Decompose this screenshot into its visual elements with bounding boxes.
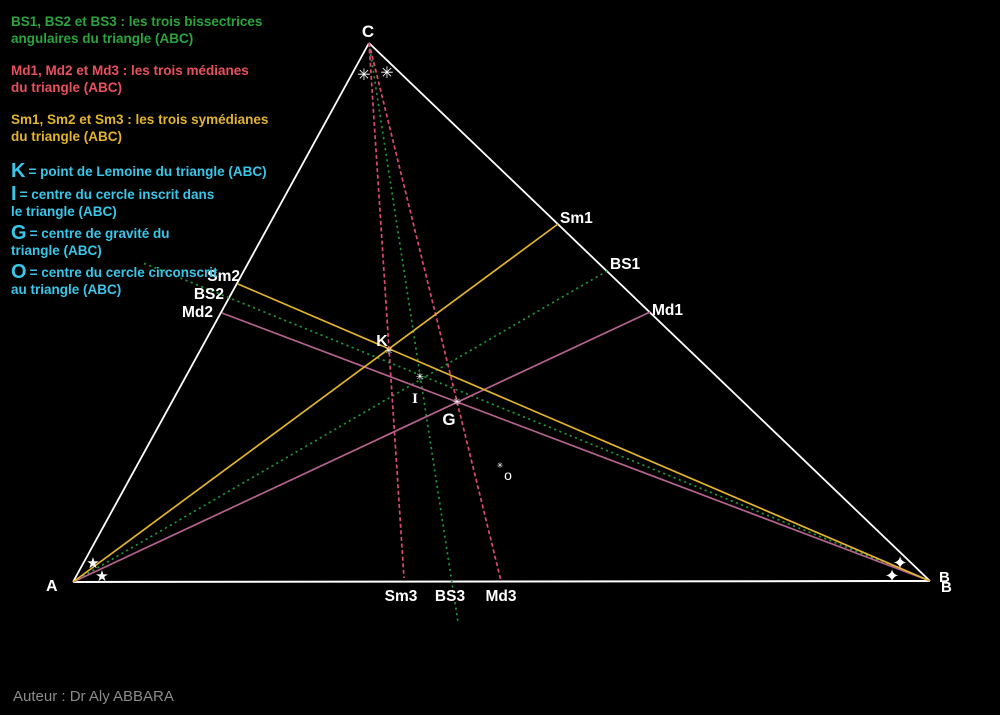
label-sm3: Sm3 [385, 588, 418, 605]
lemoine-point-marker-icon: ✳ [385, 346, 393, 357]
legend-symmedians: Sm1, Sm2 et Sm3 : les trois symédianes d… [11, 111, 268, 145]
label-md2: Md2 [182, 304, 213, 321]
angle-mark-c-right-icon: ✳ [380, 65, 393, 82]
angle-mark-a-upper-icon: ★ [86, 555, 99, 572]
label-centroid-g: G [442, 410, 455, 429]
legend-point-o-letter: O [11, 261, 27, 283]
legend-point-k-line1: K = point de Lemoine du triangle (ABC) [11, 160, 267, 182]
label-md3: Md3 [486, 588, 517, 605]
label-bs1: BS1 [610, 256, 641, 273]
circumcenter-marker-icon: ✳ [497, 461, 504, 470]
vertex-label-c: C [362, 22, 374, 41]
symmedian-sm3-line [368, 42, 405, 579]
legend-symmedians-line1: Sm1, Sm2 et Sm3 : les trois symédianes [11, 112, 269, 127]
label-bs2: BS2 [194, 286, 224, 303]
legend-point-g-line2: triangle (ABC) [11, 243, 102, 258]
symmedian-sm1-line [72, 223, 559, 583]
legend-medians-line2: du triangle (ABC) [11, 80, 122, 95]
author-credit: Auteur : Dr Aly ABBARA [13, 688, 174, 705]
median-md1-line [72, 311, 651, 583]
legend-medians: Md1, Md2 et Md3 : les trois médianes du … [11, 62, 249, 96]
triangle-side-ab [72, 580, 931, 583]
vertex-label-a: A [46, 578, 58, 595]
bisector-bs2-line [142, 262, 931, 582]
legend-point-o-line2: au triangle (ABC) [11, 282, 122, 297]
legend-point-g-line1: G = centre de gravité du [11, 222, 170, 244]
angle-mark-b-lower-icon: ✦ [884, 566, 899, 586]
label-circumcenter-o: o [504, 467, 512, 483]
symmedian-sm2-line [237, 283, 931, 582]
label-sm2: Sm2 [207, 268, 240, 285]
bisector-bs1-line [72, 270, 608, 583]
label-incenter-i: I [412, 391, 418, 407]
angle-mark-b-upper-icon: ✦ [892, 553, 907, 573]
label-lemoine-k: K [376, 333, 388, 350]
legend-bisectors: BS1, BS2 et BS3 : les trois bissectrices… [11, 13, 262, 47]
legend-point-k-text: = point de Lemoine du triangle (ABC) [28, 164, 267, 179]
centroid-point-marker-icon: ✳ [453, 397, 461, 408]
median-md3-line [368, 42, 502, 582]
label-md1: Md1 [652, 302, 683, 319]
legend-point-o: O = centre du cercle circonscrit au trian… [11, 261, 218, 298]
bisector-bs3-line [368, 42, 459, 623]
legend-point-i-letter: I [11, 183, 17, 205]
legend-bisectors-line1: BS1, BS2 et BS3 : les trois bissectrices [11, 14, 263, 29]
legend-symmedians-line2: du triangle (ABC) [11, 129, 122, 144]
label-sm1: Sm1 [560, 210, 593, 227]
legend-point-k-letter: K [11, 160, 26, 182]
legend-point-i-line2: le triangle (ABC) [11, 204, 117, 219]
angle-mark-c-left-icon: ✳ [357, 67, 370, 84]
legend-point-g-letter: G [11, 222, 27, 244]
incenter-point-marker-icon: ✳ [416, 372, 424, 383]
vertex-label-b-top: B [939, 569, 950, 586]
legend-point-o-text: = centre du cercle circonscrit [29, 265, 218, 280]
triangle-side-ca [72, 42, 370, 583]
legend-bisectors-line2: angulaires du triangle (ABC) [11, 31, 194, 46]
legend-medians-line1: Md1, Md2 et Md3 : les trois médianes [11, 63, 249, 78]
legend-point-i-line1: I = centre du cercle inscrit dans [11, 183, 215, 205]
legend-point-k: K = point de Lemoine du triangle (ABC) [11, 160, 267, 182]
legend-point-o-line1: O = centre du cercle circonscrit [11, 261, 218, 283]
legend-point-i: I = centre du cercle inscrit dans le tria… [11, 183, 215, 220]
median-md2-line [221, 312, 931, 582]
legend-point-i-text: = centre du cercle inscrit dans [19, 187, 215, 202]
legend-point-g-text: = centre de gravité du [29, 226, 170, 241]
vertex-label-b-bottom: B [941, 579, 952, 596]
legend-point-g: G = centre de gravité du triangle (ABC) [11, 222, 170, 259]
angle-mark-a-lower-icon: ★ [95, 568, 108, 585]
label-bs3: BS3 [435, 588, 466, 605]
